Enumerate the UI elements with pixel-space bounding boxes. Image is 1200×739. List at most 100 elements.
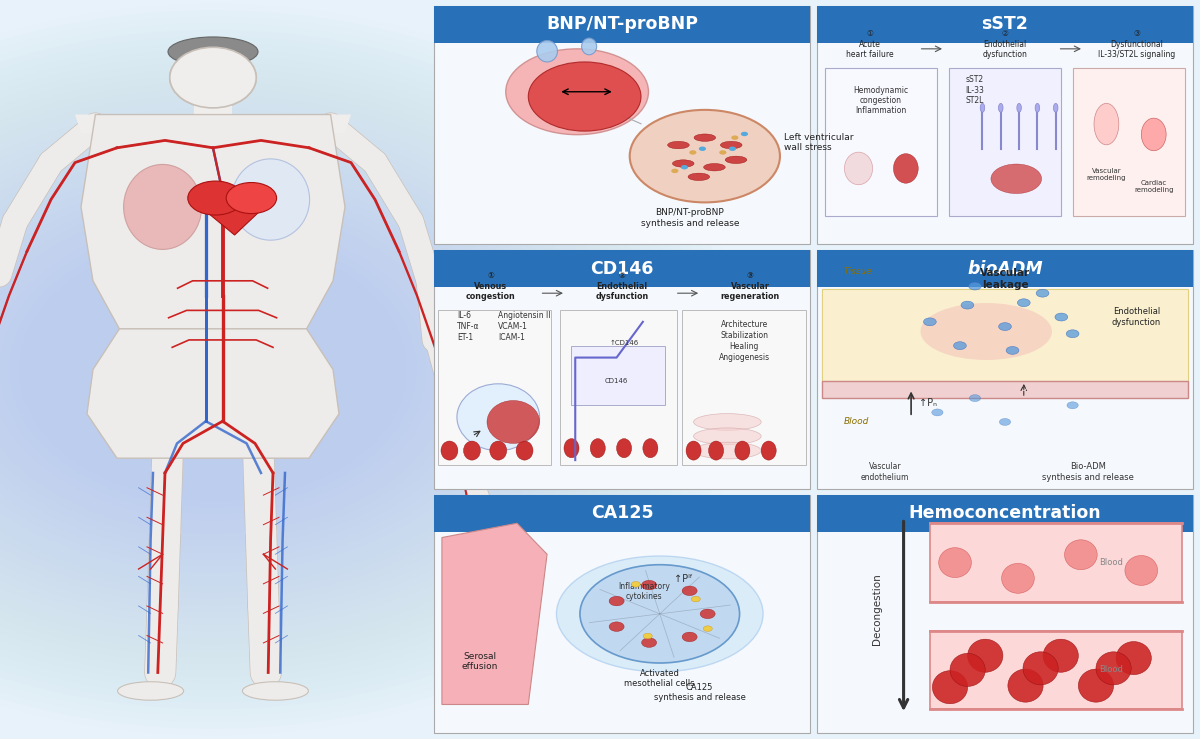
Circle shape: [731, 135, 738, 140]
Text: BNP/NT-proBNP
synthesis and release: BNP/NT-proBNP synthesis and release: [641, 208, 739, 228]
Ellipse shape: [700, 609, 715, 619]
Bar: [817, 6, 1193, 43]
Ellipse shape: [1096, 652, 1132, 685]
Ellipse shape: [468, 529, 522, 572]
Circle shape: [998, 323, 1012, 330]
Ellipse shape: [694, 442, 761, 459]
Circle shape: [630, 110, 780, 202]
Ellipse shape: [232, 159, 310, 240]
Circle shape: [691, 596, 701, 602]
Bar: [434, 494, 810, 733]
Ellipse shape: [610, 596, 624, 606]
Ellipse shape: [440, 441, 458, 460]
Circle shape: [931, 409, 943, 416]
Bar: [438, 310, 551, 465]
Ellipse shape: [967, 639, 1003, 672]
Text: ①
Venous
congestion: ① Venous congestion: [466, 271, 516, 301]
Text: sST2: sST2: [982, 16, 1028, 33]
Ellipse shape: [688, 173, 709, 180]
Bar: [434, 251, 810, 488]
Text: CA125
synthesis and release: CA125 synthesis and release: [654, 683, 745, 702]
Circle shape: [719, 150, 726, 154]
Bar: [817, 6, 1193, 245]
Ellipse shape: [505, 49, 648, 134]
Ellipse shape: [642, 580, 656, 590]
Ellipse shape: [557, 556, 763, 672]
Bar: [930, 630, 1182, 709]
Ellipse shape: [536, 41, 558, 62]
Ellipse shape: [694, 414, 761, 430]
Text: Inflammatory
cytokines: Inflammatory cytokines: [618, 582, 670, 602]
Text: CA125: CA125: [590, 504, 654, 522]
Bar: [434, 494, 810, 531]
Ellipse shape: [894, 154, 918, 183]
Bar: [683, 310, 806, 465]
Text: Blood: Blood: [1099, 558, 1123, 567]
Text: ↑Pᴵᶠ: ↑Pᴵᶠ: [674, 574, 694, 585]
Ellipse shape: [694, 134, 715, 141]
Ellipse shape: [1079, 669, 1114, 702]
Text: CD146: CD146: [590, 259, 654, 278]
Text: ③
Vascular
regeneration: ③ Vascular regeneration: [720, 271, 780, 301]
Bar: [824, 68, 937, 216]
Ellipse shape: [1002, 563, 1034, 593]
Text: Angiotensin II
VCAM-1
ICAM-1: Angiotensin II VCAM-1 ICAM-1: [498, 311, 551, 342]
Ellipse shape: [1008, 669, 1043, 702]
Bar: [560, 310, 677, 465]
Circle shape: [740, 132, 748, 136]
Ellipse shape: [761, 441, 776, 460]
Circle shape: [580, 565, 739, 663]
Ellipse shape: [703, 163, 725, 171]
Ellipse shape: [473, 571, 487, 590]
Circle shape: [1067, 402, 1079, 409]
Text: ②
Endothelial
dysfunction: ② Endothelial dysfunction: [983, 29, 1027, 59]
Polygon shape: [442, 523, 547, 704]
Bar: [194, 85, 233, 115]
Text: Hemoconcentration: Hemoconcentration: [908, 504, 1102, 522]
Circle shape: [1006, 347, 1019, 355]
Ellipse shape: [1043, 639, 1079, 672]
Ellipse shape: [118, 681, 184, 701]
Circle shape: [1036, 289, 1049, 297]
Ellipse shape: [1022, 652, 1058, 685]
Text: Vascular
leakage: Vascular leakage: [980, 268, 1030, 290]
Text: ↑Pₙ: ↑Pₙ: [919, 398, 937, 408]
Ellipse shape: [1141, 118, 1166, 151]
Text: Architecture
Stabilization
Healing
Angiogenesis: Architecture Stabilization Healing Angio…: [719, 320, 770, 362]
Bar: [822, 289, 1188, 384]
Bar: [571, 346, 665, 405]
Ellipse shape: [720, 141, 742, 149]
Text: BNP/NT-proBNP: BNP/NT-proBNP: [546, 16, 698, 33]
Bar: [817, 251, 1193, 287]
Ellipse shape: [1016, 103, 1021, 112]
Bar: [817, 251, 1193, 488]
Text: Bio-ADM
synthesis and release: Bio-ADM synthesis and release: [1042, 463, 1134, 482]
Ellipse shape: [242, 681, 308, 701]
Ellipse shape: [528, 62, 641, 131]
Ellipse shape: [490, 441, 506, 460]
Circle shape: [1000, 418, 1010, 426]
Text: Blood: Blood: [1099, 665, 1123, 675]
Ellipse shape: [487, 401, 540, 443]
Ellipse shape: [708, 441, 724, 460]
Ellipse shape: [170, 47, 257, 108]
Text: Serosal
effusion: Serosal effusion: [461, 652, 498, 671]
Circle shape: [703, 626, 713, 631]
Ellipse shape: [643, 439, 658, 457]
Ellipse shape: [920, 303, 1052, 360]
Ellipse shape: [503, 575, 517, 593]
Ellipse shape: [187, 181, 242, 215]
Ellipse shape: [672, 160, 694, 167]
Ellipse shape: [998, 103, 1003, 112]
Ellipse shape: [590, 439, 605, 457]
Text: Decongestion: Decongestion: [872, 573, 882, 645]
Ellipse shape: [518, 568, 533, 585]
Ellipse shape: [487, 575, 502, 593]
Text: bioADM: bioADM: [967, 259, 1043, 278]
Text: Tissue: Tissue: [844, 268, 872, 276]
Ellipse shape: [1116, 641, 1151, 675]
Ellipse shape: [226, 183, 276, 214]
Circle shape: [680, 165, 688, 169]
Ellipse shape: [1036, 103, 1039, 112]
Ellipse shape: [682, 586, 697, 596]
